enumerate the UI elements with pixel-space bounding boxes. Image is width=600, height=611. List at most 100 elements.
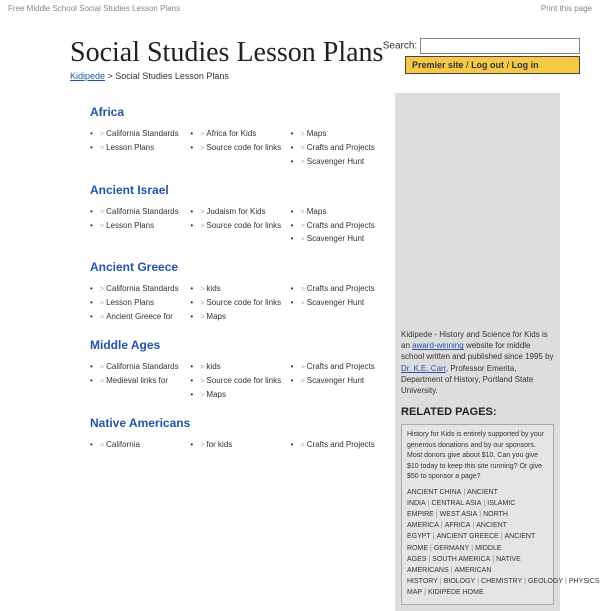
lesson-link[interactable]: >Lesson Plans	[90, 296, 184, 310]
chevron-icon: >	[100, 223, 104, 230]
lesson-link-label: Crafts and Projects	[307, 143, 375, 152]
lesson-link[interactable]: >Source code for links	[190, 219, 284, 233]
chevron-icon: >	[200, 145, 204, 152]
separator: |	[440, 578, 442, 585]
sidebar: Kidipede - History and Science for Kids …	[395, 93, 560, 611]
lesson-link[interactable]: >kids	[190, 282, 284, 296]
related-link[interactable]: WEST ASIA	[440, 511, 478, 518]
lesson-link[interactable]: >Source code for links	[190, 374, 284, 388]
section-title[interactable]: Africa	[90, 105, 385, 119]
lesson-link-label: Maps	[206, 390, 226, 399]
lesson-link[interactable]: >California Standards	[90, 127, 184, 141]
lesson-link-label: Source code for links	[206, 221, 281, 230]
related-link[interactable]: KIDIPEDE HOME	[428, 589, 484, 596]
related-link[interactable]: ANCIENT CHINA	[407, 489, 461, 496]
related-pages-title: RELATED PAGES:	[401, 406, 554, 418]
related-link[interactable]: GERMANY	[434, 545, 469, 552]
chevron-icon: >	[200, 131, 204, 138]
related-link[interactable]: CENTRAL ASIA	[432, 500, 482, 507]
lesson-link[interactable]: >Judaism for Kids	[190, 205, 284, 219]
search-box: Search:	[383, 38, 580, 54]
lesson-link[interactable]: >California Standards	[90, 282, 184, 296]
separator: |	[433, 533, 435, 540]
lesson-link[interactable]: >Ancient Greece for	[90, 310, 184, 324]
lesson-link[interactable]: >Maps	[190, 310, 284, 324]
lesson-link[interactable]: >Medieval links for	[90, 374, 184, 388]
logout-link[interactable]: Log out	[471, 60, 504, 70]
chevron-icon: >	[200, 300, 204, 307]
author-link[interactable]: Dr. K.E. Carr	[401, 364, 446, 373]
related-link[interactable]: ANCIENT GREECE	[437, 533, 499, 540]
print-link[interactable]: Print this page	[541, 4, 592, 13]
link-column: >for kids	[190, 438, 284, 452]
lesson-link[interactable]: >Scavenger Hunt	[291, 374, 385, 388]
separator: |	[463, 489, 465, 496]
separator: |	[483, 500, 485, 507]
separator: |	[424, 589, 426, 596]
lesson-link[interactable]: >Crafts and Projects	[291, 141, 385, 155]
related-link[interactable]: PHYSICS	[569, 578, 600, 585]
lesson-link-label: Lesson Plans	[106, 298, 154, 307]
lesson-link[interactable]: >Crafts and Projects	[291, 219, 385, 233]
section-title[interactable]: Ancient Greece	[90, 260, 385, 274]
premier-link[interactable]: Premier site	[412, 60, 464, 70]
link-column: >Crafts and Projects>Scavenger Hunt	[291, 360, 385, 402]
lesson-link[interactable]: >California	[90, 438, 184, 452]
related-link[interactable]: CHEMISTRY	[481, 578, 522, 585]
chevron-icon: >	[100, 300, 104, 307]
section-columns: >California Standards>Lesson Plans>Afric…	[90, 127, 385, 169]
lesson-link[interactable]: >Maps	[190, 388, 284, 402]
lesson-link[interactable]: >for kids	[190, 438, 284, 452]
chevron-icon: >	[301, 236, 305, 243]
breadcrumb-home[interactable]: Kidipede	[70, 71, 105, 81]
lesson-link-label: Scavenger Hunt	[307, 376, 364, 385]
lesson-link[interactable]: >kids	[190, 360, 284, 374]
lesson-link[interactable]: >Source code for links	[190, 141, 284, 155]
chevron-icon: >	[200, 209, 204, 216]
lesson-link-label: Source code for links	[206, 298, 281, 307]
search-label: Search:	[383, 41, 417, 52]
lesson-link-label: California Standards	[106, 362, 178, 371]
lesson-link[interactable]: >Maps	[291, 205, 385, 219]
lesson-link[interactable]: >Crafts and Projects	[291, 282, 385, 296]
lesson-link[interactable]: >California Standards	[90, 205, 184, 219]
award-link[interactable]: award-winning	[412, 341, 464, 350]
lesson-link[interactable]: >Crafts and Projects	[291, 360, 385, 374]
related-pages-box: History for Kids is entirely supported b…	[401, 424, 554, 604]
chevron-icon: >	[301, 131, 305, 138]
search-input[interactable]	[420, 38, 580, 54]
lesson-link[interactable]: >Scavenger Hunt	[291, 155, 385, 169]
related-link[interactable]: SOUTH AMERICA	[432, 556, 490, 563]
lesson-link-label: California Standards	[106, 129, 178, 138]
separator: |	[492, 556, 494, 563]
lesson-link[interactable]: >California Standards	[90, 360, 184, 374]
lesson-link[interactable]: >Africa for Kids	[190, 127, 284, 141]
separator: |	[524, 578, 526, 585]
lesson-link[interactable]: >Crafts and Projects	[291, 438, 385, 452]
separator: |	[477, 578, 479, 585]
related-link[interactable]: AFRICA	[445, 522, 471, 529]
related-link[interactable]: BIOLOGY	[444, 578, 476, 585]
section-columns: >California >for kids >Crafts and Projects	[90, 438, 385, 452]
login-link[interactable]: Log in	[512, 60, 539, 70]
chevron-icon: >	[100, 378, 104, 385]
lesson-link-label: Source code for links	[206, 376, 281, 385]
lesson-link[interactable]: >Scavenger Hunt	[291, 232, 385, 246]
link-column: >Maps>Crafts and Projects>Scavenger Hunt	[291, 205, 385, 247]
related-link[interactable]: GEOLOGY	[528, 578, 563, 585]
lesson-link-label: Maps	[206, 312, 226, 321]
lesson-link[interactable]: >Source code for links	[190, 296, 284, 310]
link-column: >kids>Source code for links>Maps	[190, 360, 284, 402]
lesson-link[interactable]: >Lesson Plans	[90, 141, 184, 155]
lesson-link[interactable]: >Maps	[291, 127, 385, 141]
section-title[interactable]: Native Americans	[90, 416, 385, 430]
section-title[interactable]: Middle Ages	[90, 338, 385, 352]
lesson-link[interactable]: >Scavenger Hunt	[291, 296, 385, 310]
chevron-icon: >	[200, 314, 204, 321]
separator: |	[428, 556, 430, 563]
top-subtitle: Free Middle School Social Studies Lesson…	[8, 4, 180, 13]
lesson-link[interactable]: >Lesson Plans	[90, 219, 184, 233]
separator: |	[436, 511, 438, 518]
chevron-icon: >	[100, 145, 104, 152]
section-title[interactable]: Ancient Israel	[90, 183, 385, 197]
